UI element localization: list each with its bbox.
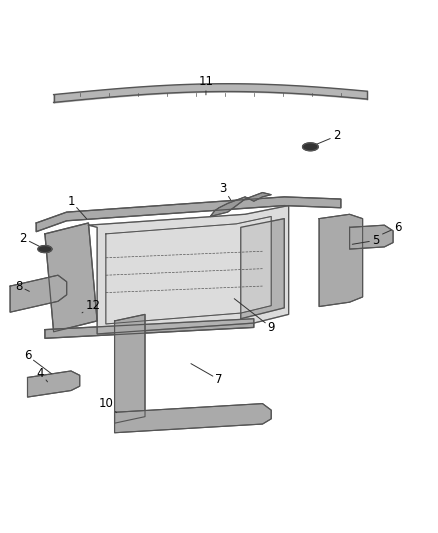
Polygon shape (303, 143, 318, 151)
Text: 2: 2 (19, 232, 42, 248)
Polygon shape (28, 371, 80, 397)
Polygon shape (45, 223, 97, 332)
Polygon shape (38, 246, 52, 253)
Text: 8: 8 (15, 280, 29, 293)
Text: 1: 1 (67, 195, 87, 219)
Polygon shape (350, 225, 393, 249)
Polygon shape (10, 275, 67, 312)
Text: 3: 3 (220, 182, 230, 200)
Text: 2: 2 (313, 130, 340, 146)
Text: 6: 6 (24, 349, 51, 374)
Text: 7: 7 (191, 364, 223, 386)
Text: 12: 12 (82, 299, 100, 313)
Text: 11: 11 (198, 75, 213, 95)
Polygon shape (115, 314, 145, 423)
Polygon shape (36, 197, 341, 232)
Polygon shape (106, 216, 271, 324)
Polygon shape (45, 319, 254, 338)
Text: 10: 10 (99, 397, 117, 413)
Polygon shape (319, 214, 363, 306)
Polygon shape (210, 192, 271, 216)
Polygon shape (241, 219, 284, 319)
Text: 4: 4 (37, 367, 48, 382)
Text: 9: 9 (234, 298, 275, 334)
Text: 6: 6 (382, 221, 401, 234)
Polygon shape (88, 206, 289, 334)
Polygon shape (115, 403, 271, 433)
Text: 5: 5 (352, 234, 379, 247)
